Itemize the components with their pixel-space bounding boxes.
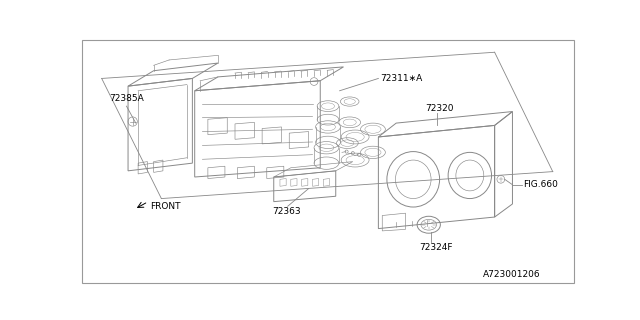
Text: FIG.660: FIG.660	[524, 180, 558, 189]
Text: 72363: 72363	[272, 207, 301, 216]
Text: FRONT: FRONT	[150, 202, 180, 211]
Text: 72324F: 72324F	[419, 243, 453, 252]
Text: 72385A: 72385A	[109, 94, 144, 103]
Text: 72311∗A: 72311∗A	[380, 74, 422, 83]
Text: 72320: 72320	[425, 104, 453, 113]
Text: A723001206: A723001206	[483, 270, 541, 279]
